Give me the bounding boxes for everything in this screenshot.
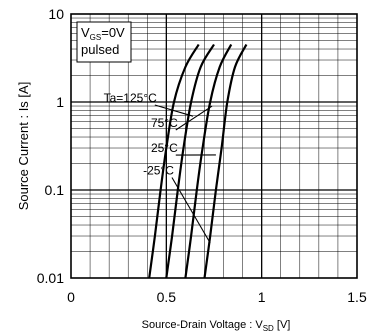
series-label-1: 75°C: [151, 116, 178, 130]
x-axis-label-main: Source-Drain Voltage : V: [142, 319, 264, 331]
y-tick-label: 0.01: [37, 270, 64, 286]
x-tick-label: 0: [67, 289, 75, 305]
cond-eq: =0V: [101, 25, 125, 40]
series-leader-0: [154, 104, 194, 117]
conditions-line2: pulsed: [81, 42, 119, 57]
conditions-box: VGS=0V pulsed: [76, 21, 132, 63]
y-tick-label: 1: [56, 94, 64, 110]
series-curve-3: [203, 43, 248, 279]
x-tick-label: 1.5: [347, 289, 367, 305]
series-labels: Ta=125°C 75°C 25°C -25°C: [104, 91, 178, 178]
y-axis-label: Source Current : Is [A]: [16, 82, 31, 211]
conditions-line1: VGS=0V: [81, 25, 125, 42]
series-curve-2: [184, 43, 233, 279]
curves: [148, 43, 248, 279]
series-label-0: Ta=125°C: [104, 91, 158, 105]
series-leader-3: [171, 177, 211, 244]
y-tick-labels: 0.01 0.1 1 10: [37, 6, 64, 286]
x-tick-label: 1: [258, 289, 266, 305]
x-axis-label-sub: SD: [263, 324, 274, 333]
y-tick-label: 0.1: [45, 182, 65, 198]
cond-v: V: [81, 25, 90, 40]
conditions-box-frame: [76, 21, 132, 63]
series-leader-1: [175, 105, 213, 131]
x-axis-label-unit: [V]: [274, 319, 291, 331]
series-label-3: -25°C: [143, 164, 174, 178]
x-axis-label: Source-Drain Voltage : VSD [V]: [142, 319, 291, 333]
series-curve-1: [165, 43, 215, 279]
y-tick-label: 10: [48, 6, 64, 22]
x-tick-label: 0.5: [157, 289, 177, 305]
annotation-leaders: [154, 104, 216, 244]
plot-frame: [70, 13, 358, 279]
series-curve-0: [148, 43, 200, 279]
x-tick-labels: 0 0.5 1 1.5: [67, 289, 367, 305]
series-label-2: 25°C: [151, 141, 178, 155]
cond-gs: GS: [90, 33, 102, 42]
